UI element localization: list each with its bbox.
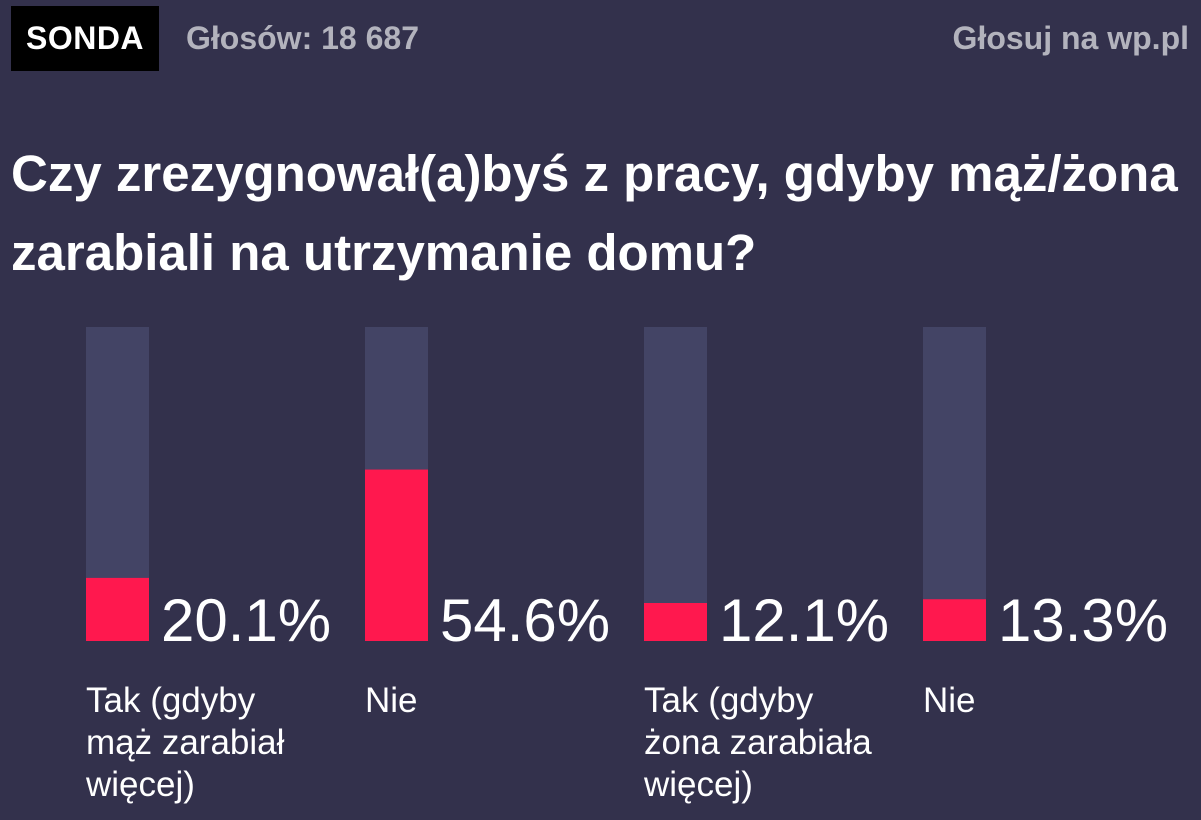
poll-badge: SONDA — [11, 6, 159, 71]
poll-question: Czy zrezygnował(a)byś z pracy, gdyby mąż… — [11, 145, 1178, 281]
bar-label-tak-zona: Tak (gdyby żona zarabiała więcej) — [644, 681, 872, 804]
bar-track-1 — [365, 327, 428, 641]
bar-track-2 — [644, 327, 707, 641]
bar-value-label-0: 20.1% — [161, 587, 331, 654]
bar-value-label-1: 54.6% — [440, 587, 610, 654]
bar-label-nie-2: Nie — [923, 681, 976, 720]
bar-track-0 — [86, 327, 149, 641]
vote-link[interactable]: Głosuj na wp.pl — [952, 20, 1189, 56]
bar-fill-0 — [86, 577, 149, 641]
bar-fill-2 — [644, 603, 707, 641]
bar-value-label-2: 12.1% — [719, 587, 889, 654]
vote-count: Głosów: 18 687 — [186, 20, 419, 56]
bar-fill-3 — [923, 599, 986, 641]
bar-label-tak-maz: Tak (gdyby mąż zarabiał więcej) — [86, 681, 285, 804]
bar-label-nie-1: Nie — [365, 681, 418, 720]
bar-fill-1 — [365, 469, 428, 641]
bar-track-3 — [923, 327, 986, 641]
bar-value-label-3: 13.3% — [998, 587, 1168, 654]
